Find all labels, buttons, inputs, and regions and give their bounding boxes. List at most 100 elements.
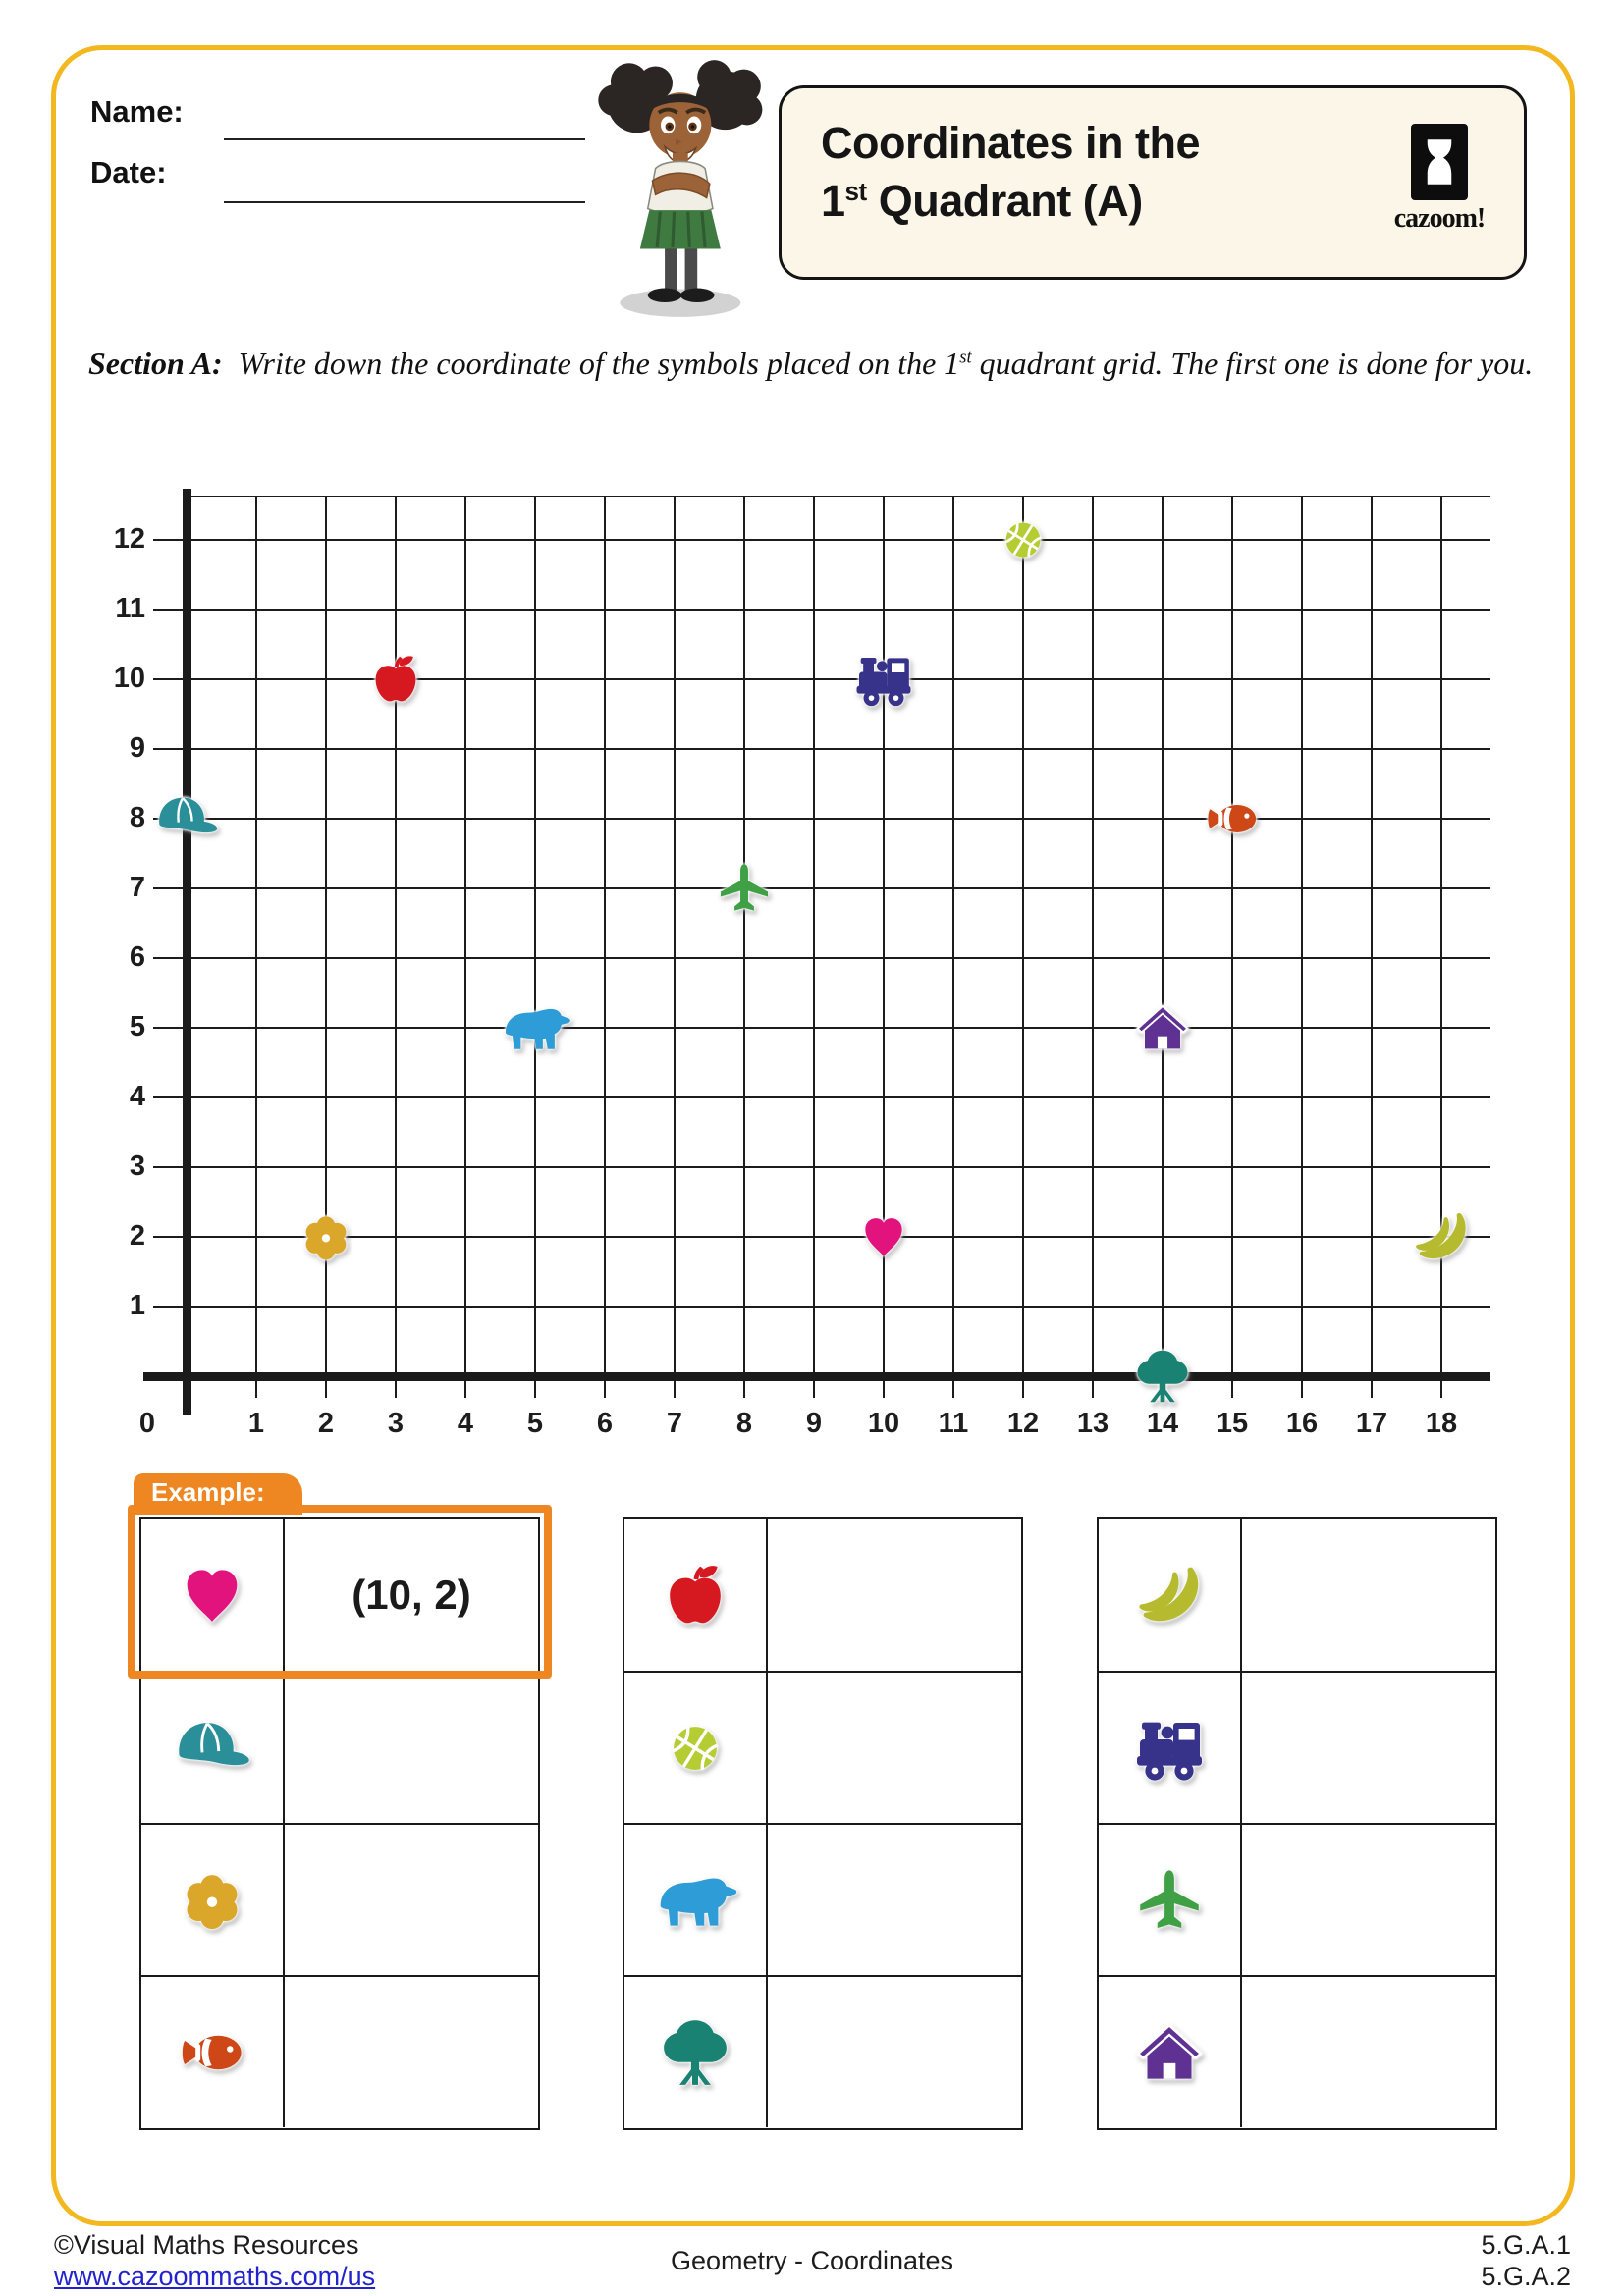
gridline-v (325, 496, 327, 1398)
footer-standard-1: 5.G.A.1 (1481, 2230, 1571, 2260)
cazoom-logo: cazoom! (1380, 124, 1498, 235)
y-axis-tick (153, 609, 187, 611)
x-axis-label-3: 3 (387, 1408, 405, 1439)
y-axis-label-5: 5 (129, 1011, 145, 1042)
banana-icon (1125, 1551, 1214, 1639)
y-axis-label-10: 10 (113, 663, 145, 694)
y-axis-tick (153, 539, 187, 541)
y-axis-label-1: 1 (129, 1290, 145, 1321)
table-row-tree (624, 1975, 1021, 2127)
cazoom-vase-icon (1411, 124, 1468, 200)
section-a-instruction: Section A: Write down the coordinate of … (88, 346, 1534, 381)
answer-cell-fish[interactable] (285, 1977, 538, 2127)
gridline-v (743, 496, 745, 1398)
y-axis-label-12: 12 (113, 523, 145, 555)
train-icon (1122, 1701, 1217, 1795)
grid-point-banana (1404, 1200, 1479, 1274)
flower-icon (173, 1861, 251, 1940)
gridline-v (1231, 496, 1233, 1398)
apple-icon (653, 1553, 737, 1637)
y-axis-label-7: 7 (129, 872, 145, 903)
y-axis (182, 489, 191, 1415)
fish-icon (1198, 784, 1267, 853)
gridline-h (187, 1027, 1490, 1029)
x-axis-label-1: 1 (247, 1408, 265, 1439)
grid-point-flower (295, 1205, 357, 1268)
date-label: Date: (90, 155, 167, 189)
answer-cell-house[interactable] (1242, 1977, 1495, 2127)
fish-icon (170, 2010, 254, 2095)
y-axis-label-6: 6 (129, 941, 145, 973)
grid-point-train (844, 640, 923, 719)
name-input-line[interactable] (224, 138, 585, 140)
grid-point-tree (1127, 1341, 1198, 1412)
grid-point-airplane (711, 855, 778, 922)
gridline-h (187, 539, 1490, 541)
date-input-line[interactable] (224, 201, 585, 203)
tree-icon (651, 2008, 739, 2097)
x-axis-label-5: 5 (526, 1408, 544, 1439)
footer-standard-2: 5.G.A.2 (1481, 2262, 1571, 2291)
gridline-v (1092, 496, 1094, 1398)
gridline-v (1371, 496, 1373, 1398)
house-icon (1130, 2013, 1209, 2092)
y-axis-tick (153, 957, 187, 959)
symbol-cell-house (1099, 1977, 1242, 2127)
answer-cell-basketball[interactable] (768, 1673, 1021, 1823)
answer-cell-flower[interactable] (285, 1825, 538, 1975)
table-row-bear (624, 1823, 1021, 1975)
y-axis-label-11: 11 (115, 593, 145, 624)
y-axis-tick (153, 1306, 187, 1308)
y-axis-label-8: 8 (129, 802, 145, 833)
symbol-cell-flower (141, 1825, 285, 1975)
gridline-h (187, 1236, 1490, 1238)
x-axis-label-2: 2 (317, 1408, 335, 1439)
name-label: Name: (90, 94, 184, 129)
basketball-icon (993, 509, 1054, 570)
answer-cell-train[interactable] (1242, 1673, 1495, 1823)
gridline-h (187, 818, 1490, 820)
heart-icon (856, 1209, 911, 1264)
title-box: Coordinates in the 1st Quadrant (A) cazo… (779, 85, 1527, 280)
gridline-h (187, 609, 1490, 611)
table-row-flower (141, 1823, 538, 1975)
apple-icon (362, 646, 429, 713)
page-border-frame (51, 45, 1575, 2226)
gridline-h (187, 887, 1490, 889)
answer-table-2 (623, 1517, 1023, 2130)
answer-cell-banana[interactable] (1242, 1519, 1495, 1671)
grid-top-border (187, 496, 1490, 498)
gridline-v (952, 496, 954, 1398)
symbol-cell-apple (624, 1519, 768, 1671)
answer-cell-bear[interactable] (768, 1825, 1021, 1975)
table-row-cap (141, 1671, 538, 1823)
y-axis-label-3: 3 (129, 1150, 145, 1182)
x-axis (143, 1371, 1490, 1381)
answer-table-3 (1097, 1517, 1497, 2130)
y-axis-label-9: 9 (129, 732, 145, 764)
x-axis-label-6: 6 (596, 1408, 614, 1439)
table-row-apple (624, 1519, 1021, 1671)
symbol-cell-train (1099, 1673, 1242, 1823)
footer-topic: Geometry - Coordinates (670, 2246, 954, 2275)
answer-cell-cap[interactable] (285, 1673, 538, 1823)
x-axis-label-12: 12 (1006, 1408, 1040, 1439)
gridline-h (187, 1096, 1490, 1098)
x-axis-label-11: 11 (938, 1408, 969, 1439)
symbol-cell-heart (141, 1519, 285, 1671)
cazoom-logo-text: cazoom! (1393, 203, 1487, 234)
answer-cell-airplane[interactable] (1242, 1825, 1495, 1975)
x-axis-label-14: 14 (1146, 1408, 1179, 1439)
y-axis-tick (153, 1096, 187, 1098)
footer-link[interactable]: www.cazoommaths.com/us (54, 2262, 376, 2291)
y-axis-tick (153, 748, 187, 750)
gridline-v (464, 496, 466, 1398)
y-axis-tick (153, 678, 187, 680)
house-icon (1131, 996, 1194, 1059)
y-axis-tick (153, 887, 187, 889)
answer-cell-apple[interactable] (768, 1519, 1021, 1671)
train-icon (844, 640, 923, 719)
cap-icon (167, 1703, 257, 1793)
answer-cell-tree[interactable] (768, 1977, 1021, 2127)
